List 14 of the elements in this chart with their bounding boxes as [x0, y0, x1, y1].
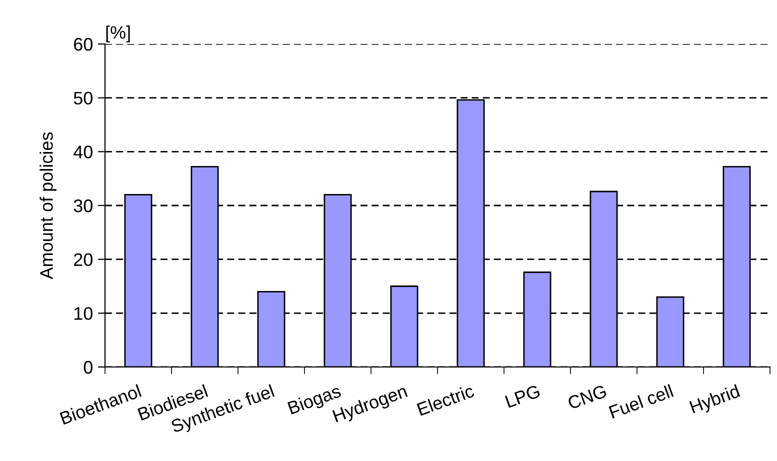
y-tick-label: 40: [74, 146, 92, 158]
y-tick-label: 10: [74, 307, 92, 320]
y-tick-label: 0: [84, 360, 92, 374]
x-tick-label: LPG: [504, 384, 541, 408]
text: [%]: [106, 26, 130, 42]
y-tick-label: 60: [74, 38, 92, 51]
y-axis-title: Amount of policies: [40, 132, 56, 280]
y-tick-label: 30: [74, 199, 92, 212]
y-tick-label: 50: [74, 92, 92, 105]
x-tick-label: Hybrid: [689, 384, 742, 417]
y-tick-label: 20: [74, 253, 92, 266]
x-tick-label: Fuel cell: [608, 384, 674, 419]
x-tick-label: Electric: [416, 384, 475, 416]
x-tick-label: CNG: [567, 384, 608, 410]
